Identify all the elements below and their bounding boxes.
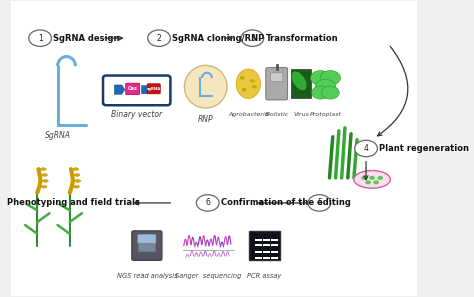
Text: Protoplast: Protoplast: [310, 112, 341, 117]
Ellipse shape: [291, 71, 307, 91]
Text: Sanger  sequencing: Sanger sequencing: [174, 274, 241, 279]
Text: NGS read analysis: NGS read analysis: [117, 274, 177, 279]
Circle shape: [196, 195, 219, 211]
FancyBboxPatch shape: [266, 68, 288, 100]
Circle shape: [241, 30, 264, 46]
Circle shape: [250, 79, 255, 83]
Ellipse shape: [40, 168, 46, 170]
FancyBboxPatch shape: [138, 244, 155, 252]
Text: 2: 2: [157, 34, 162, 43]
FancyBboxPatch shape: [249, 231, 280, 260]
FancyBboxPatch shape: [132, 231, 162, 260]
Circle shape: [242, 88, 246, 91]
Ellipse shape: [74, 185, 80, 188]
Ellipse shape: [43, 180, 48, 182]
Text: Plant regeneration: Plant regeneration: [379, 144, 469, 153]
Circle shape: [369, 176, 375, 180]
Circle shape: [311, 86, 329, 99]
Ellipse shape: [75, 180, 81, 182]
Text: 1: 1: [38, 34, 43, 43]
FancyBboxPatch shape: [126, 83, 139, 95]
FancyArrow shape: [114, 85, 125, 94]
FancyBboxPatch shape: [264, 244, 270, 246]
FancyBboxPatch shape: [255, 239, 262, 241]
Text: Phenotyping and field trials: Phenotyping and field trials: [8, 198, 140, 207]
Circle shape: [252, 85, 257, 89]
FancyBboxPatch shape: [147, 84, 160, 94]
FancyBboxPatch shape: [264, 251, 270, 253]
Text: Confirmation of the editing: Confirmation of the editing: [221, 198, 351, 207]
FancyBboxPatch shape: [3, 0, 425, 297]
Ellipse shape: [354, 170, 391, 188]
Text: RNP: RNP: [198, 115, 213, 124]
Ellipse shape: [41, 185, 47, 188]
Text: 5: 5: [317, 198, 322, 207]
FancyBboxPatch shape: [138, 235, 156, 243]
Circle shape: [240, 76, 245, 80]
Ellipse shape: [73, 168, 79, 170]
Text: Cas: Cas: [128, 86, 137, 91]
Ellipse shape: [236, 69, 261, 99]
Circle shape: [308, 195, 331, 211]
FancyBboxPatch shape: [103, 75, 170, 105]
FancyBboxPatch shape: [271, 73, 283, 81]
Text: SgRNA design: SgRNA design: [53, 34, 119, 43]
FancyArrow shape: [142, 86, 149, 94]
Text: Binary vector: Binary vector: [111, 110, 162, 119]
FancyBboxPatch shape: [255, 251, 262, 253]
Text: Transformation: Transformation: [265, 34, 338, 43]
Ellipse shape: [42, 174, 47, 176]
Circle shape: [377, 176, 383, 180]
Text: 4: 4: [364, 144, 368, 153]
FancyBboxPatch shape: [272, 244, 278, 246]
Text: Virus: Virus: [293, 112, 309, 117]
FancyBboxPatch shape: [292, 69, 311, 99]
Ellipse shape: [184, 65, 227, 108]
Text: SgRNA: SgRNA: [45, 131, 71, 140]
Circle shape: [361, 176, 367, 180]
FancyBboxPatch shape: [272, 251, 278, 253]
FancyBboxPatch shape: [272, 257, 278, 259]
Text: sgRNA: sgRNA: [146, 87, 161, 91]
Circle shape: [355, 140, 377, 157]
Circle shape: [320, 70, 340, 85]
FancyBboxPatch shape: [264, 257, 270, 259]
Circle shape: [310, 70, 331, 85]
FancyBboxPatch shape: [264, 239, 270, 241]
Text: 6: 6: [205, 198, 210, 207]
Text: PCR assay: PCR assay: [247, 274, 282, 279]
FancyBboxPatch shape: [255, 244, 262, 246]
Text: 3: 3: [250, 34, 255, 43]
FancyBboxPatch shape: [255, 257, 262, 259]
Ellipse shape: [74, 174, 80, 176]
Text: SgRNA cloning/RNP: SgRNA cloning/RNP: [172, 34, 264, 43]
FancyBboxPatch shape: [272, 239, 278, 241]
FancyArrowPatch shape: [378, 46, 408, 136]
Text: Biolistic: Biolistic: [264, 112, 289, 117]
Circle shape: [315, 79, 336, 94]
Circle shape: [374, 180, 379, 184]
Circle shape: [365, 180, 371, 184]
Circle shape: [29, 30, 52, 46]
Circle shape: [321, 86, 339, 99]
Text: Agrobacteria: Agrobacteria: [228, 112, 269, 117]
Circle shape: [148, 30, 170, 46]
